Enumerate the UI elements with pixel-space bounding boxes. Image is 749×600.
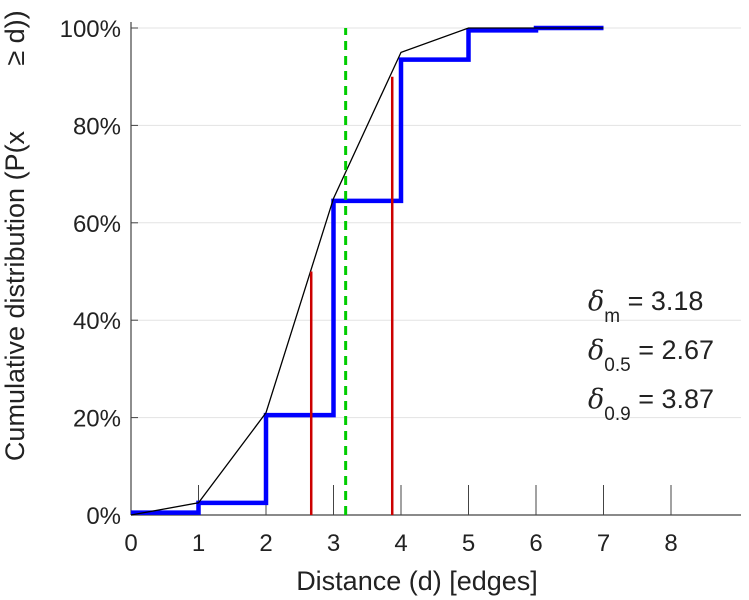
y-tick-label: 0% bbox=[86, 503, 121, 530]
x-tick-label: 7 bbox=[597, 530, 610, 557]
series-layer bbox=[130, 25, 604, 516]
x-tick-label: 3 bbox=[327, 530, 340, 557]
axes-layer bbox=[130, 22, 741, 516]
delta-symbol: δ bbox=[588, 286, 604, 317]
stat-value: = 3.18 bbox=[620, 286, 703, 316]
x-tick-label: 6 bbox=[529, 530, 542, 557]
x-tick-label: 0 bbox=[124, 530, 137, 557]
y-tick-label: 80% bbox=[73, 113, 121, 140]
y-axis-label: Cumulative distribution (P(x bbox=[0, 130, 30, 461]
stat-annotation: δm = 3.18 bbox=[588, 286, 703, 327]
subscript: 0.5 bbox=[604, 355, 630, 376]
subscript: m bbox=[604, 306, 620, 327]
delta-symbol: δ bbox=[588, 335, 604, 366]
series-interpolated-line-black bbox=[130, 27, 604, 516]
x-tick-label: 4 bbox=[394, 530, 407, 557]
grid-layer bbox=[131, 27, 741, 419]
stat-value: = 2.67 bbox=[631, 335, 714, 365]
series-step-line-blue bbox=[131, 25, 604, 515]
y-tick-label: 100% bbox=[60, 16, 121, 43]
stat-annotation: δ0.9 = 3.87 bbox=[588, 384, 714, 425]
subscript: 0.9 bbox=[604, 404, 630, 425]
x-tick-label: 1 bbox=[192, 530, 205, 557]
y-tick-label: 60% bbox=[73, 211, 121, 238]
x-tick-label: 2 bbox=[259, 530, 272, 557]
tick-labels: 0% 20% 40% 60% 80% 100% 0 1 2 3 4 5 6 7 8 bbox=[60, 16, 678, 557]
x-axis-label: Distance (d) [edges] bbox=[296, 566, 538, 596]
stat-value: = 3.87 bbox=[631, 384, 714, 414]
x-tick-label: 5 bbox=[462, 530, 475, 557]
y-tick-label: 40% bbox=[73, 308, 121, 335]
delta-symbol: δ bbox=[588, 384, 604, 415]
y-axis-label-continuation: ≥ d)) bbox=[0, 10, 30, 65]
x-tick-label: 8 bbox=[664, 530, 677, 557]
stat-annotation: δ0.5 = 2.67 bbox=[588, 335, 714, 376]
y-tick-label: 20% bbox=[73, 406, 121, 433]
